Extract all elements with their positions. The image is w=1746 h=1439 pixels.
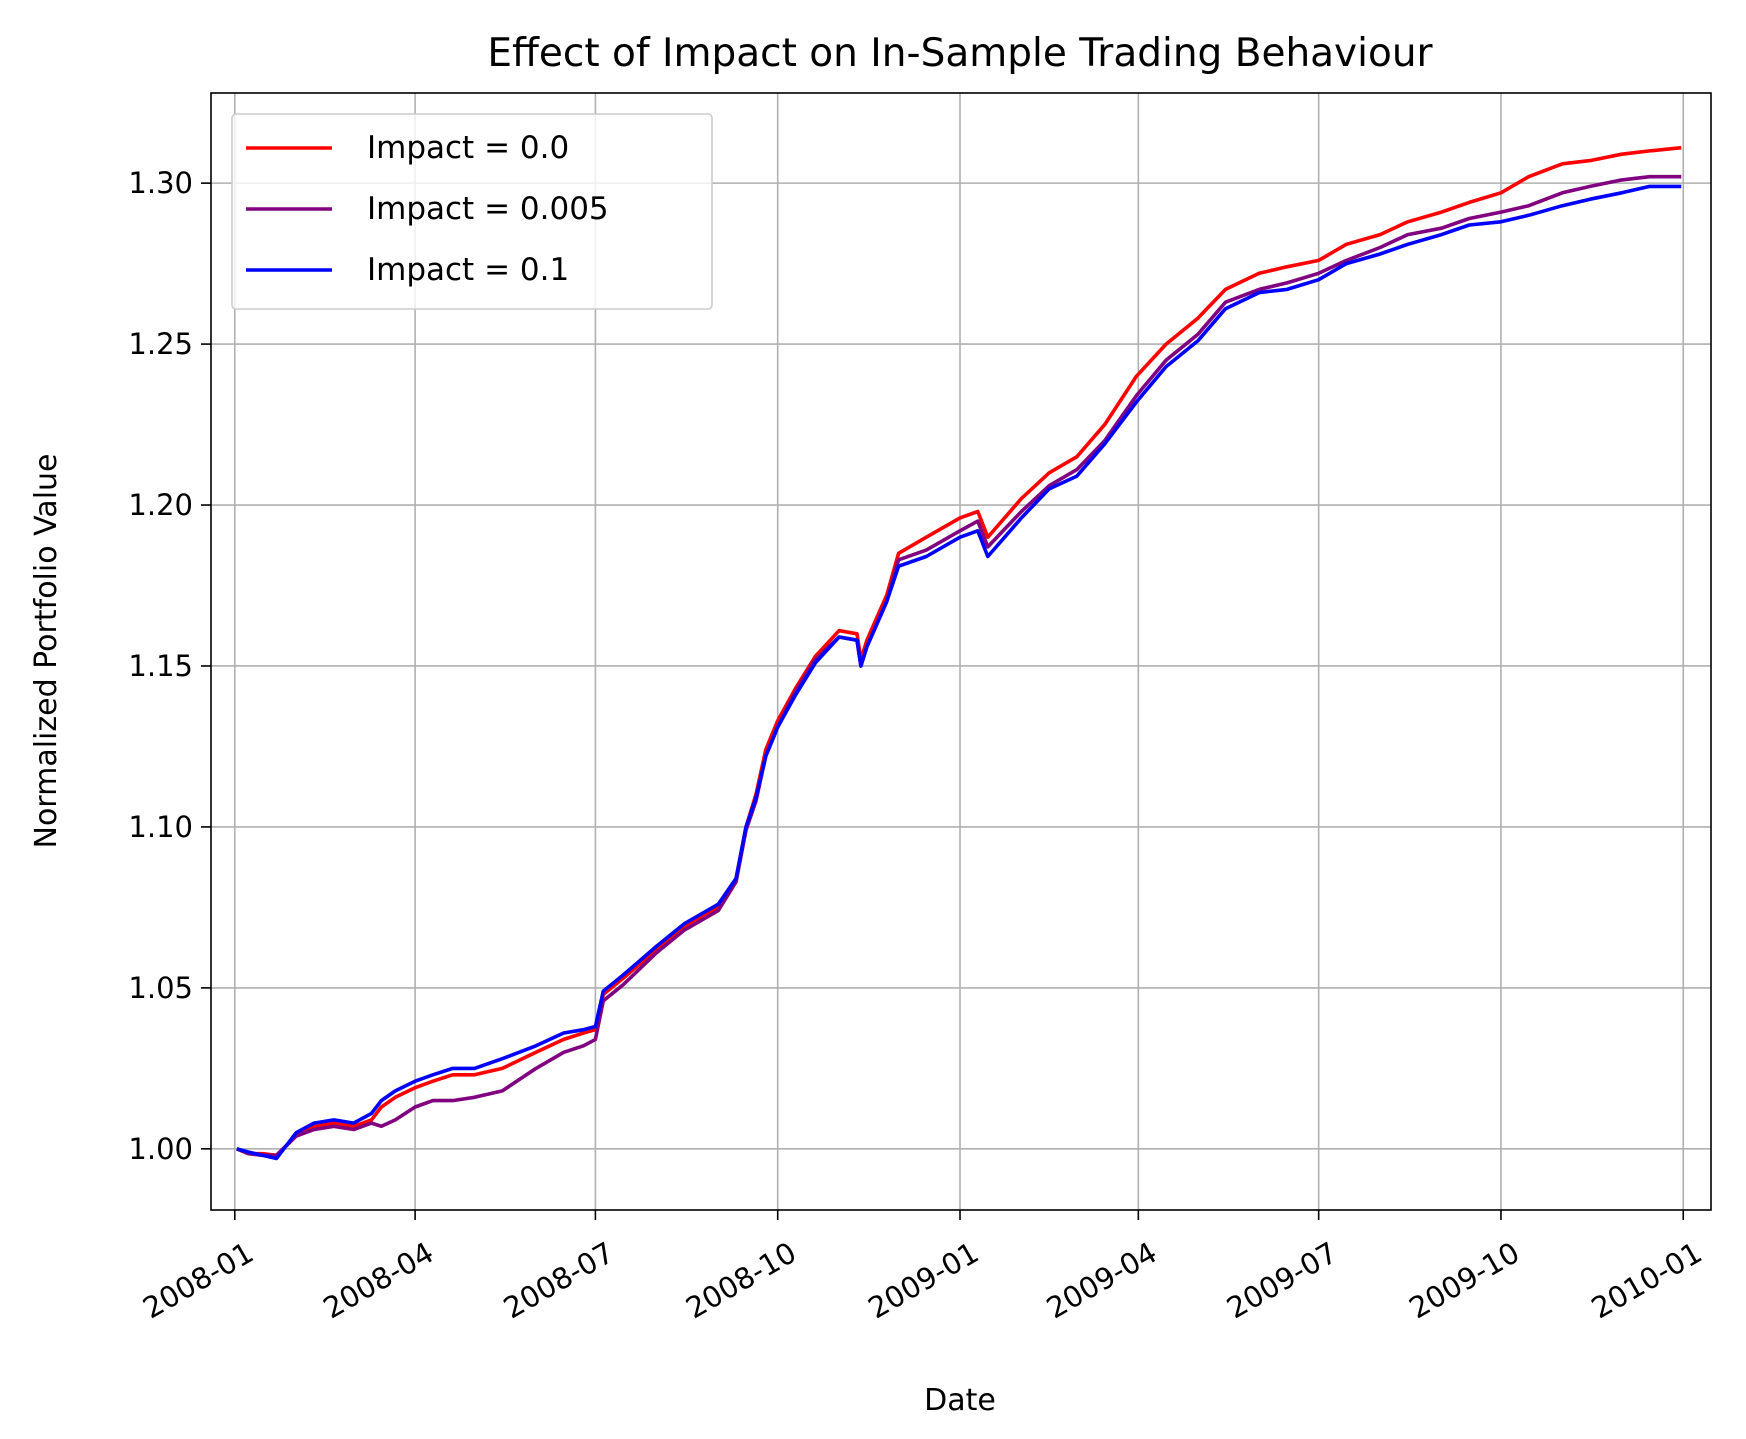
y-axis-label: Normalized Portfolio Value: [29, 454, 64, 849]
y-tick-label: 1.00: [128, 1132, 193, 1166]
y-tick-label: 1.05: [128, 971, 193, 1005]
x-axis-label: Date: [924, 1383, 996, 1418]
legend-label: Impact = 0.1: [367, 252, 569, 288]
y-tick-label: 1.10: [128, 810, 193, 844]
legend-label: Impact = 0.0: [367, 130, 569, 166]
y-tick-label: 1.30: [128, 166, 193, 200]
chart-title: Effect of Impact on In-Sample Trading Be…: [487, 31, 1433, 76]
y-tick-label: 1.20: [128, 488, 193, 522]
y-tick-label: 1.25: [128, 327, 193, 361]
y-tick-label: 1.15: [128, 649, 193, 683]
legend: Impact = 0.0 Impact = 0.005 Impact = 0.1: [232, 114, 712, 309]
legend-label: Impact = 0.005: [367, 191, 609, 227]
